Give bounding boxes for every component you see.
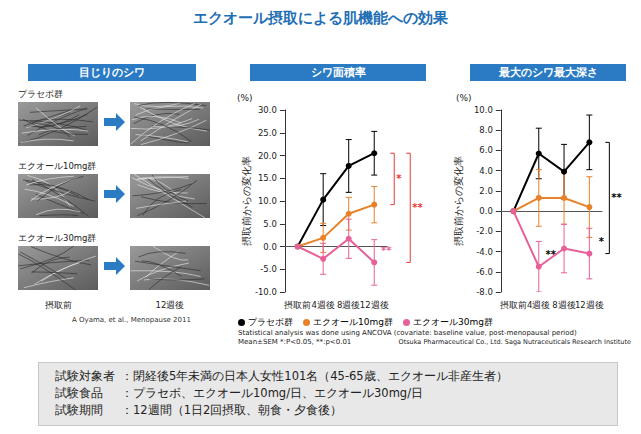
svg-text:12週後: 12週後 — [360, 300, 389, 310]
svg-text:5.0: 5.0 — [263, 219, 277, 229]
svg-text:8.0: 8.0 — [479, 125, 493, 135]
svg-text:12週後: 12週後 — [575, 300, 604, 310]
svg-text:(%): (%) — [456, 93, 472, 103]
svg-text:4.0: 4.0 — [479, 166, 493, 176]
html-text:試験対象者: 試験対象者 — [55, 369, 115, 383]
svg-text:15.0: 15.0 — [258, 173, 277, 183]
html-text:A Oyama, et al., Menopause 201: A Oyama, et al., Menopause 2011 — [72, 316, 191, 324]
svg-text:-5.0: -5.0 — [260, 264, 277, 274]
svg-text:摂取前: 摂取前 — [45, 300, 72, 310]
svg-text:8週後: 8週後 — [552, 300, 575, 310]
svg-text:エクオール30mg群: エクオール30mg群 — [18, 233, 97, 243]
svg-text:25.0: 25.0 — [258, 128, 277, 138]
html-text:最大のシワ最大深さ: 最大のシワ最大深さ — [498, 66, 598, 79]
html-text:：プラセボ、エクオール10mg/日、エクオール30mg/日: ：プラセボ、エクオール10mg/日、エクオール30mg/日 — [121, 386, 423, 400]
svg-text:-4.0: -4.0 — [476, 247, 493, 257]
html-text:プラセボ群: プラセボ群 — [248, 317, 293, 327]
svg-text:10.0: 10.0 — [474, 105, 493, 115]
html-text:Statistical analysis was done: Statistical analysis was done using ANCO… — [238, 329, 577, 337]
html-text:試験期間: 試験期間 — [55, 403, 103, 417]
svg-text:8週後: 8週後 — [337, 300, 360, 310]
html-text:Otsuka Pharmaceutical Co., Ltd: Otsuka Pharmaceutical Co., Ltd. Saga Nut… — [398, 338, 631, 346]
svg-text:2.0: 2.0 — [479, 186, 493, 196]
svg-text:10.0: 10.0 — [258, 196, 277, 206]
svg-text:**: ** — [611, 192, 622, 203]
svg-text:摂取前: 摂取前 — [284, 300, 311, 310]
svg-text:4週後: 4週後 — [311, 300, 334, 310]
svg-text:-10.0: -10.0 — [255, 287, 277, 297]
html-text:：12週間（1日2回摂取、朝食・夕食後）: ：12週間（1日2回摂取、朝食・夕食後） — [121, 403, 343, 417]
svg-text:0.0: 0.0 — [263, 242, 277, 252]
svg-text:摂取前: 摂取前 — [500, 300, 527, 310]
svg-text:6.0: 6.0 — [479, 145, 493, 155]
svg-text:摂取前からの変化率: 摂取前からの変化率 — [241, 156, 252, 246]
svg-text:4週後: 4週後 — [527, 300, 550, 310]
html-text:試験食品: 試験食品 — [55, 386, 103, 400]
svg-text:0.0: 0.0 — [479, 206, 493, 216]
svg-text:-6.0: -6.0 — [476, 267, 493, 277]
svg-text:(%): (%) — [237, 93, 253, 103]
html-text:目じりのシワ: 目じりのシワ — [79, 66, 145, 79]
svg-text:-2.0: -2.0 — [476, 226, 493, 236]
svg-text:エクオール10mg群: エクオール10mg群 — [18, 161, 97, 171]
html-text:エクオール10mg群: エクオール10mg群 — [313, 317, 393, 327]
svg-text:12週後: 12週後 — [156, 300, 185, 310]
svg-text:プラセボ群: プラセボ群 — [18, 89, 63, 99]
svg-text:**: ** — [412, 202, 423, 213]
svg-text:-8.0: -8.0 — [476, 287, 493, 297]
html-text:：閉経後5年未満の日本人女性101名（45-65歳、エクオー: ：閉経後5年未満の日本人女性101名（45-65歳、エクオール非産生者） — [121, 369, 508, 383]
html-text:エクオール摂取による肌機能への効果: エクオール摂取による肌機能への効果 — [193, 9, 448, 27]
svg-text:*: * — [396, 173, 402, 184]
svg-text:摂取前からの変化率: 摂取前からの変化率 — [453, 156, 464, 246]
svg-text:20.0: 20.0 — [258, 151, 277, 161]
html-text:シワ面積率: シワ面積率 — [310, 66, 366, 79]
html-text:Mean±SEM *:P<0.05, **:p<0.01: Mean±SEM *:P<0.05, **:p<0.01 — [238, 338, 352, 346]
html-text:エクオール30mg群: エクオール30mg群 — [412, 317, 493, 327]
svg-text:30.0: 30.0 — [258, 105, 277, 115]
svg-text:*: * — [599, 236, 605, 247]
